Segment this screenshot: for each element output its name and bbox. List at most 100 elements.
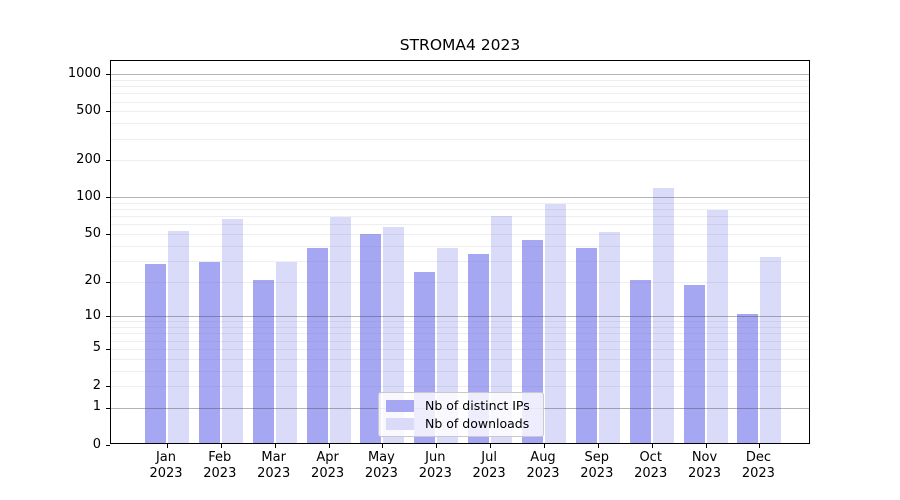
legend-item-distinct-ips: Nb of distinct IPs (386, 398, 536, 413)
y-tick-label: 1 (92, 399, 101, 415)
legend-item-downloads: Nb of downloads (386, 416, 536, 431)
x-tick-mark (651, 444, 653, 448)
x-tick-year: 2023 (741, 466, 775, 481)
y-tick-mark (106, 160, 110, 162)
x-tick-label: Aug 2023 (511, 450, 575, 482)
x-tick-month: Aug (530, 450, 556, 465)
bar-downloads-feb (221, 219, 243, 443)
gridline-minor (111, 333, 809, 335)
bar-downloads-aug (544, 204, 566, 443)
y-tick-label: 10 (84, 307, 101, 323)
gridline-minor (111, 160, 809, 162)
x-tick-month: Oct (639, 450, 662, 465)
y-tick-mark (106, 74, 110, 76)
x-tick-mark (705, 444, 707, 448)
bar-downloads-oct (652, 187, 674, 443)
x-tick-label: Sep 2023 (565, 450, 629, 482)
gridline-minor (111, 111, 809, 113)
x-tick-month: Apr (316, 450, 339, 465)
gridline-minor (111, 93, 809, 95)
x-tick-year: 2023 (257, 466, 291, 481)
plot-area (106, 60, 810, 448)
x-tick-mark (167, 444, 168, 448)
legend: Nb of distinct IPs Nb of downloads (378, 392, 544, 437)
x-tick-month: Mar (261, 450, 286, 465)
x-tick-mark (597, 444, 599, 448)
x-tick-month: Dec (745, 450, 771, 465)
y-tick-label: 500 (76, 102, 101, 118)
x-tick-month: Jul (481, 450, 497, 465)
x-tick-year: 2023 (687, 466, 722, 481)
x-tick-year: 2023 (526, 466, 560, 481)
gridline-minor (111, 370, 809, 372)
x-tick-label: Feb 2023 (188, 450, 252, 482)
x-tick-label: Jul 2023 (457, 450, 521, 482)
x-tick-year: 2023 (634, 466, 668, 481)
gridline-minor (111, 327, 809, 329)
bar-downloads-nov (706, 209, 728, 443)
legend-label-downloads: Nb of downloads (425, 416, 530, 431)
y-tick-mark (106, 281, 110, 283)
bar-downloads-apr (329, 217, 351, 443)
gridline-minor (111, 209, 809, 211)
gridline-minor (111, 86, 809, 88)
x-tick-month: May (367, 450, 395, 465)
bar-downloads-may (383, 227, 405, 443)
y-tick-mark (106, 445, 110, 446)
gridline-minor (111, 245, 809, 247)
x-tick-mark (382, 444, 384, 448)
bar-distinct-ips-nov (683, 285, 705, 443)
x-tick-label: Dec 2023 (726, 450, 790, 482)
x-tick-label: Jan 2023 (134, 450, 198, 482)
bar-distinct-ips-may (360, 234, 382, 443)
x-tick-month: Jan (155, 450, 177, 465)
gridline-minor (111, 340, 809, 342)
x-tick-mark (220, 444, 222, 448)
gridline-minor (111, 281, 809, 283)
x-tick-mark (328, 444, 330, 448)
y-tick-mark (106, 197, 110, 199)
x-tick-year: 2023 (472, 466, 506, 481)
bar-distinct-ips-sep (575, 247, 597, 443)
bar-downloads-jul (491, 215, 513, 443)
x-tick-mark (543, 444, 545, 448)
x-tick-year: 2023 (311, 466, 345, 481)
x-tick-mark (490, 444, 492, 448)
bar-distinct-ips-jan (145, 264, 166, 443)
x-tick-month: Nov (691, 450, 718, 465)
bar-distinct-ips-oct (629, 279, 651, 443)
gridline-major (111, 316, 809, 318)
y-tick-label: 2 (92, 377, 101, 393)
chart-title: STROMA4 2023 (399, 36, 521, 54)
gridline-minor (111, 216, 809, 218)
x-tick-label: May 2023 (349, 450, 413, 482)
gridline-minor (111, 79, 809, 81)
y-tick-mark (106, 111, 110, 113)
legend-swatch-downloads (386, 417, 414, 430)
y-tick-mark (106, 407, 110, 409)
gridline-minor (111, 321, 809, 323)
y-tick-label: 200 (76, 151, 101, 167)
gridline-minor (111, 101, 809, 103)
y-tick-label: 5 (92, 340, 101, 356)
x-tick-label: Jun 2023 (403, 450, 467, 482)
bar-downloads-jan (168, 231, 189, 443)
gridline-minor (111, 386, 809, 387)
bar-distinct-ips-dec (737, 314, 759, 443)
gridline-minor (111, 202, 809, 204)
y-tick-label: 20 (84, 273, 101, 289)
x-tick-mark (274, 444, 276, 448)
y-tick-mark (106, 348, 110, 350)
y-tick-label: 1000 (67, 65, 101, 81)
x-tick-label: Apr 2023 (296, 450, 360, 482)
legend-swatch-distinct-ips (386, 399, 414, 412)
gridline-minor (111, 348, 809, 350)
x-tick-year: 2023 (203, 466, 237, 481)
x-tick-year: 2023 (580, 466, 614, 481)
bar-distinct-ips-feb (198, 262, 220, 443)
x-tick-label: Nov 2023 (673, 450, 737, 482)
gridline-minor (111, 224, 809, 226)
gridline-minor (111, 260, 809, 262)
bar-downloads-sep (598, 232, 620, 443)
